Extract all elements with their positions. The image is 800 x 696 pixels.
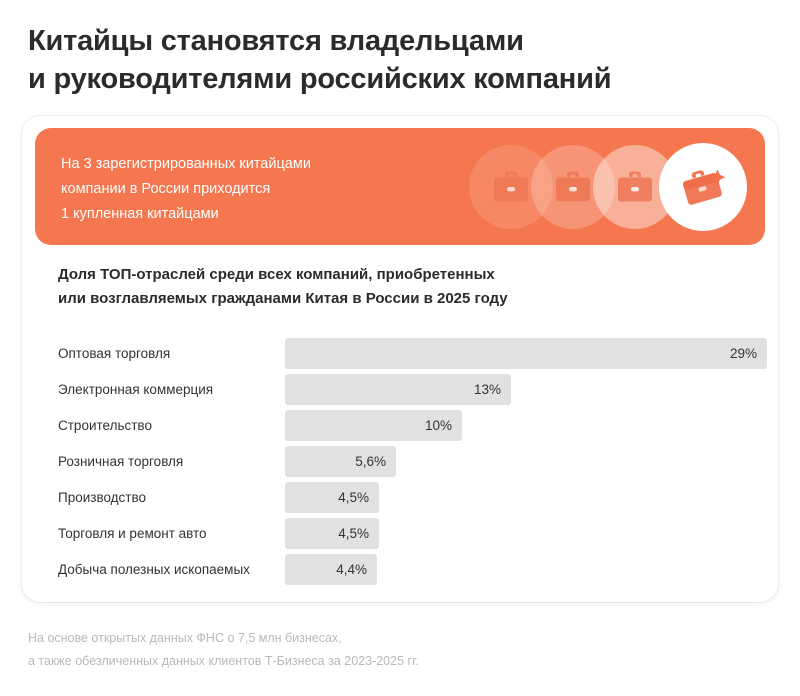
bar: 13% bbox=[285, 374, 511, 405]
page-title: Китайцы становятся владельцами и руковод… bbox=[28, 22, 768, 98]
bar-label: Торговля и ремонт авто bbox=[58, 526, 207, 541]
bar-label: Розничная торговля bbox=[58, 454, 184, 469]
briefcase-icon-group bbox=[469, 141, 751, 233]
briefcase-icon-highlighted bbox=[659, 142, 747, 231]
bar-label: Строительство bbox=[58, 418, 152, 433]
content-card: На 3 зарегистрированных китайцами компан… bbox=[22, 116, 778, 602]
highlight-banner-text: На 3 зарегистрированных китайцами компан… bbox=[61, 152, 311, 227]
chart-heading-line-2: или возглавляемых гражданами Китая в Рос… bbox=[58, 290, 508, 307]
chart-row: Строительство 10% bbox=[22, 410, 778, 446]
bar-label: Производство bbox=[58, 490, 147, 505]
highlight-banner-line-1: На 3 зарегистрированных китайцами bbox=[61, 156, 311, 172]
highlight-banner: На 3 зарегистрированных китайцами компан… bbox=[35, 128, 765, 245]
chart-heading-line-1: Доля ТОП-отраслей среди всех компаний, п… bbox=[58, 266, 495, 283]
source-footnote-line-1: На основе открытых данных ФНС о 7,5 млн … bbox=[28, 631, 342, 645]
bar-label: Оптовая торговля bbox=[58, 346, 171, 361]
bar-value: 5,6% bbox=[355, 454, 386, 469]
bar-value: 10% bbox=[424, 418, 452, 433]
page-title-line-1: Китайцы становятся владельцами bbox=[28, 25, 524, 57]
bar-value: 4,5% bbox=[338, 526, 369, 541]
bar-value: 4,4% bbox=[336, 562, 367, 577]
bar-value: 13% bbox=[473, 382, 501, 397]
industry-share-bar-chart: Оптовая торговля 29% Электронная коммерц… bbox=[22, 338, 778, 590]
source-footnote-line-2: а также обезличенных данных клиентов Т-Б… bbox=[28, 654, 419, 668]
chart-heading: Доля ТОП-отраслей среди всех компаний, п… bbox=[58, 263, 698, 311]
bar-value: 4,5% bbox=[338, 490, 369, 505]
page-title-line-2: и руководителями российских компаний bbox=[28, 63, 612, 95]
bar: 10% bbox=[285, 410, 462, 441]
bar: 4,5% bbox=[285, 482, 379, 513]
briefcase-icon-2 bbox=[531, 144, 615, 229]
highlight-banner-line-3: 1 купленная китайцами bbox=[61, 206, 219, 222]
bar-label: Электронная коммерция bbox=[58, 382, 214, 397]
chart-row: Розничная торговля 5,6% bbox=[22, 446, 778, 482]
source-footnote: На основе открытых данных ФНС о 7,5 млн … bbox=[28, 627, 419, 673]
bar: 4,5% bbox=[285, 518, 379, 549]
chart-row: Электронная коммерция 13% bbox=[22, 374, 778, 410]
bar-value: 29% bbox=[729, 346, 757, 361]
briefcase-icon-1 bbox=[469, 144, 553, 229]
bar: 29% bbox=[285, 338, 767, 369]
bar: 4,4% bbox=[285, 554, 377, 585]
chart-row: Производство 4,5% bbox=[22, 482, 778, 518]
highlight-banner-line-2: компании в России приходится bbox=[61, 181, 271, 197]
chart-row: Оптовая торговля 29% bbox=[22, 338, 778, 374]
bar: 5,6% bbox=[285, 446, 396, 477]
chart-row: Добыча полезных ископаемых 4,4% bbox=[22, 554, 778, 590]
bar-label: Добыча полезных ископаемых bbox=[58, 562, 250, 577]
chart-row: Торговля и ремонт авто 4,5% bbox=[22, 518, 778, 554]
